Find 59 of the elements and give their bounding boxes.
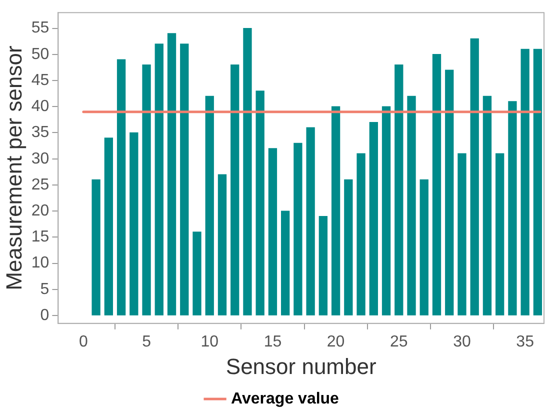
bar [92,179,100,316]
bar [192,232,202,316]
bar [369,122,378,316]
y-tick-label: 55 [31,20,50,37]
bar [331,106,340,316]
bar [508,101,517,316]
bar [445,70,454,316]
y-tick-label: 15 [31,228,50,246]
x-tick-label: 5 [142,333,152,350]
y-tick-label: 35 [31,124,50,142]
x-axis-title: Sensor number [226,354,376,379]
y-tick-label: 40 [31,98,50,116]
x-tick-label: 25 [390,333,408,350]
bar [318,216,328,316]
bar [167,33,176,316]
bar [394,64,404,316]
bar [205,96,214,316]
bar [356,153,366,316]
bar [496,153,504,316]
x-tick-label: 20 [326,333,345,350]
bar [294,142,302,316]
bar [180,44,189,316]
y-tick-label: 10 [31,254,50,272]
bar [344,179,353,316]
bar [470,38,479,316]
bar [142,64,151,316]
y-tick-label: 50 [31,46,50,63]
bar [218,174,227,316]
bar [268,148,278,316]
y-axis-title: Measurement per sensor [1,46,26,290]
bar [432,54,442,316]
y-tick-label: 30 [31,150,50,168]
y-tick-label: 25 [31,176,50,194]
bar [243,28,252,316]
legend-label: Average value [231,390,340,408]
bar [256,90,264,316]
bar [230,64,240,316]
x-tick-label: 0 [78,333,88,350]
bar [130,132,138,316]
bar [116,59,126,316]
bar [154,44,164,316]
bar [520,48,530,316]
bar [306,127,315,316]
bar [420,179,428,316]
y-tick-label: 5 [40,280,50,298]
bar [104,138,113,316]
x-tick-label: 30 [453,333,471,350]
x-tick-label: 15 [264,333,282,350]
bar [280,210,290,316]
bar [533,48,542,316]
y-tick-label: 45 [31,72,50,89]
x-tick-label: 10 [200,333,219,350]
bar [458,153,466,316]
bar [407,96,416,316]
y-tick-label: 0 [40,306,50,324]
y-tick-label: 20 [31,202,50,220]
bar [382,106,391,316]
bar [482,96,492,316]
x-tick-label: 35 [516,333,534,350]
